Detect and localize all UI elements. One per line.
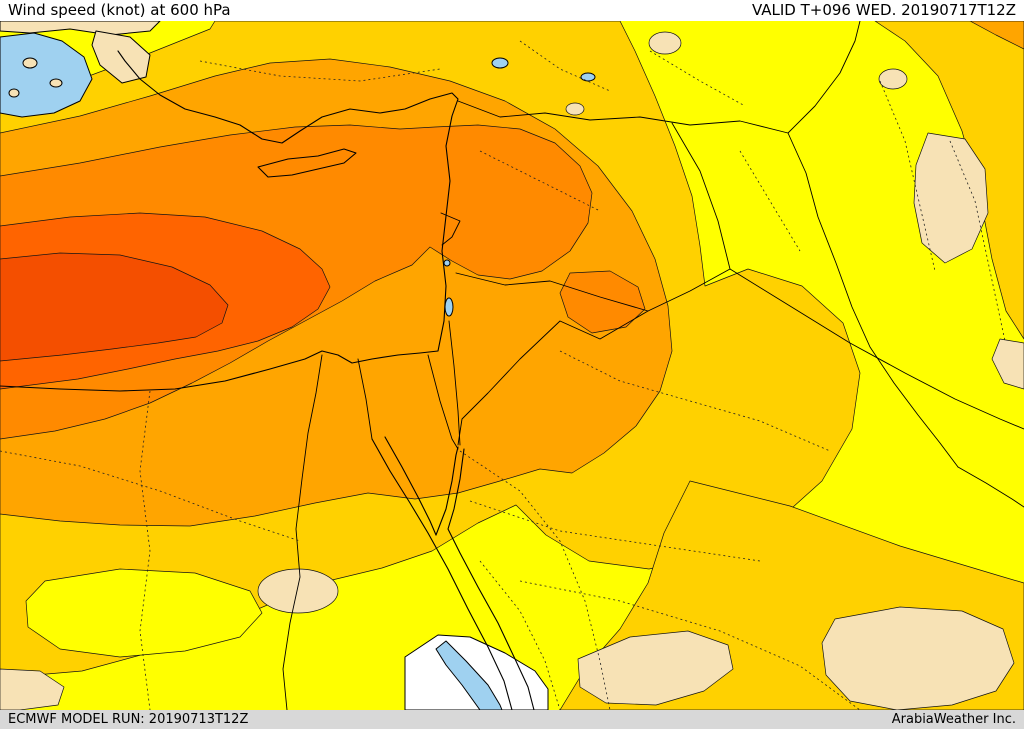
admin-syria-1 <box>479 150 601 212</box>
band-cream-east-edge <box>991 338 1024 390</box>
admin-egypt-2 <box>139 390 151 710</box>
suez-canal <box>357 358 373 440</box>
border-iraq-saudi <box>729 268 1024 430</box>
border-turkey-northeast <box>787 21 861 134</box>
cyprus-coastline <box>257 148 357 178</box>
admin-turkey-2 <box>519 40 611 92</box>
admin-saudi-4 <box>479 560 561 710</box>
band-cream-south-blob <box>577 630 734 706</box>
nile-river <box>282 354 323 710</box>
aegean-island-1 <box>22 57 38 69</box>
coastlines <box>0 50 535 710</box>
admin-iran-2 <box>949 140 1006 342</box>
wind-speed-bands <box>0 21 1024 710</box>
admin-borders <box>0 40 1006 710</box>
admin-iran-1 <box>879 80 936 272</box>
border-syria-iraq <box>671 122 731 270</box>
band-cream-southeast-blob <box>821 606 1015 710</box>
weather-map <box>0 21 1024 710</box>
map-header: Wind speed (knot) at 600 hPa VALID T+096… <box>0 0 1024 21</box>
band-cream-small-1 <box>878 68 908 90</box>
red-sea <box>435 640 503 710</box>
admin-saudi-1 <box>469 500 761 562</box>
dead-sea <box>444 297 454 317</box>
aegean-sea <box>0 32 93 118</box>
admin-saudi-2 <box>519 580 861 710</box>
border-jordan-saudi <box>457 310 649 446</box>
sinai-gulf-of-suez-coast <box>384 436 437 536</box>
page-title: Wind speed (knot) at 600 hPa <box>8 1 231 19</box>
border-lebanon <box>440 212 461 246</box>
border-iraq-jordan <box>647 268 731 312</box>
border-israel-jordan <box>448 320 461 446</box>
band-yellow-pocket-southwest <box>25 568 263 658</box>
saudi-red-sea-coast <box>447 448 535 710</box>
border-turkey-syria <box>457 100 789 134</box>
sinai-gulf-of-aqaba-coast <box>435 446 459 536</box>
aegean-land-north <box>0 21 161 36</box>
persian-gulf-head <box>957 466 1024 508</box>
sea-of-galilee <box>443 259 451 267</box>
wind-speed-contour-map <box>0 21 1024 710</box>
border-syria-jordan <box>455 272 649 312</box>
red-sea-african-coast <box>371 438 513 710</box>
band-orange-topright-corner <box>969 21 1024 50</box>
admin-egypt-1 <box>0 450 301 542</box>
aegean-island-2 <box>49 78 63 88</box>
model-run-label: ECMWF MODEL RUN: 20190713T12Z <box>8 712 249 727</box>
admin-turkey-1 <box>199 60 441 82</box>
border-egypt-israel <box>427 354 459 450</box>
aegean-island-3 <box>8 88 20 98</box>
border-iran-iraq <box>787 132 959 468</box>
band-cream-center-left <box>257 568 339 614</box>
map-footer: ECMWF MODEL RUN: 20190713T12Z ArabiaWeat… <box>0 710 1024 729</box>
band-dark-orange-east-syria <box>559 270 646 334</box>
band-gold-northeast <box>874 21 1024 340</box>
water-bodies <box>0 21 596 710</box>
admin-saudi-3 <box>459 450 611 710</box>
band-cream-small-3 <box>565 102 585 116</box>
band-cream-northeast-blob <box>913 132 989 264</box>
valid-time-label: VALID T+096 WED. 20190717T12Z <box>751 1 1016 19</box>
anatolia-lake-2 <box>580 72 596 82</box>
credit-label: ArabiaWeather Inc. <box>891 712 1016 727</box>
aegean-land-east <box>91 30 151 84</box>
band-cream-small-2 <box>648 31 682 55</box>
band-cream-southwest-corner <box>0 668 65 710</box>
band-core-maximum <box>0 252 229 362</box>
mediterranean-coastline <box>0 50 459 392</box>
anatolia-lake-1 <box>491 57 509 69</box>
country-borders <box>427 21 1024 508</box>
